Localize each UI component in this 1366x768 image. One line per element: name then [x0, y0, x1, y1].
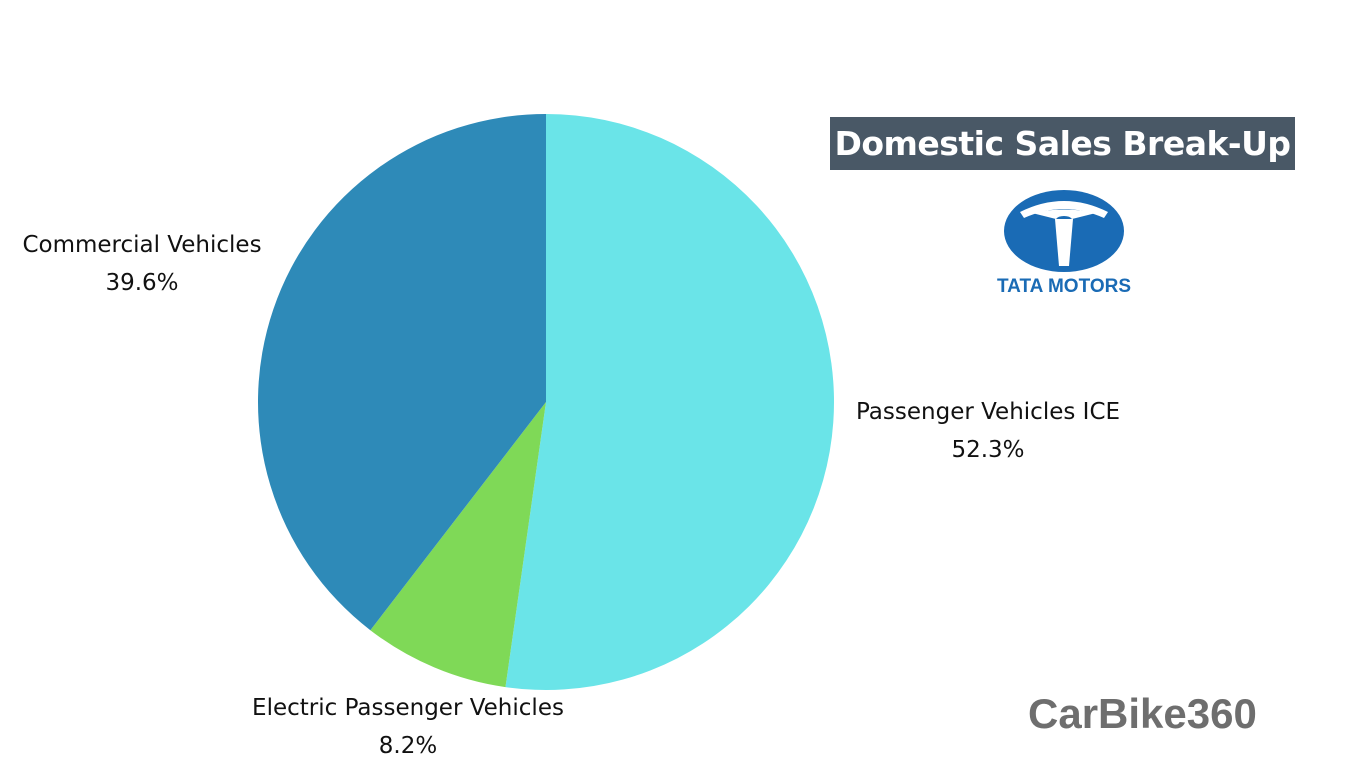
tata-emblem-icon: [1004, 190, 1124, 272]
slice-label-passenger-vehicles-ice: Passenger Vehicles ICE 52.3%: [840, 393, 1136, 469]
slice-label-commercial-vehicles: Commercial Vehicles 39.6%: [12, 226, 272, 302]
slice-value-commercial-vehicles: 39.6%: [105, 270, 179, 296]
slice-name-commercial-vehicles: Commercial Vehicles: [22, 232, 262, 258]
slice-label-electric-passenger-vehicles: Electric Passenger Vehicles 8.2%: [234, 689, 582, 765]
pie-slice-passenger-vehicles-ice: [505, 114, 834, 690]
pie-slice-commercial-vehicles: [258, 114, 546, 631]
pie-slice-electric-passenger-vehicles: [370, 402, 546, 688]
carbike360-watermark: CarBike360: [1028, 690, 1257, 737]
pie-slices: [258, 114, 834, 690]
slice-value-passenger-vehicles-ice: 52.3%: [951, 437, 1025, 463]
logo-wordmark: TATA MOTORS: [997, 276, 1131, 296]
tata-motors-logo: TATA MOTORS: [997, 190, 1131, 296]
slice-value-electric-passenger-vehicles: 8.2%: [378, 733, 438, 759]
slice-name-electric-passenger-vehicles: Electric Passenger Vehicles: [252, 695, 564, 721]
chart-title: Domestic Sales Break-Up: [830, 117, 1295, 170]
slice-name-passenger-vehicles-ice: Passenger Vehicles ICE: [855, 399, 1121, 425]
